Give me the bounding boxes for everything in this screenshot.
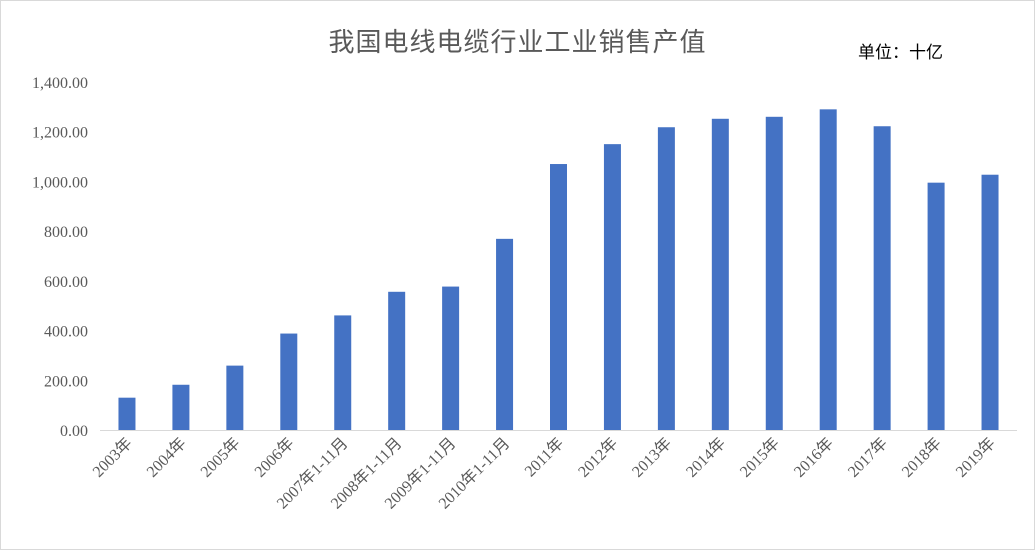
bar	[711, 118, 729, 430]
x-tick-label: 2017年	[844, 434, 891, 481]
y-tick-label: 1,400.00	[32, 75, 88, 92]
x-tick-label: 2019年	[952, 434, 999, 481]
x-tick-label: 2014年	[682, 434, 729, 481]
x-tick-label: 2016年	[790, 434, 837, 481]
bar	[388, 291, 406, 430]
y-tick-label: 1,200.00	[32, 125, 88, 142]
bar	[550, 164, 567, 430]
unit-label: 单位：十亿	[858, 43, 943, 63]
y-tick-label: 1,000.00	[32, 174, 88, 191]
x-tick-label: 2011年	[521, 434, 567, 480]
bar	[496, 238, 514, 430]
y-tick-label: 200.00	[44, 373, 88, 390]
bar	[334, 315, 352, 430]
x-tick-label: 2012年	[575, 434, 622, 481]
bar	[927, 182, 945, 430]
x-tick-label: 2015年	[736, 434, 783, 481]
bar	[657, 127, 675, 431]
bar	[819, 109, 837, 430]
y-tick-label: 0.00	[60, 423, 88, 440]
bar	[603, 144, 621, 430]
y-axis: 0.00 200.00 400.00 600.00 800.00 1,000.00 1,20…	[32, 75, 88, 440]
bar	[981, 174, 999, 430]
bar	[226, 365, 244, 430]
bar	[765, 116, 783, 431]
y-tick-label: 800.00	[44, 224, 88, 241]
x-axis: 2003年 2004年 2005年 2006年2007年1-11月2008年1-11月…	[89, 430, 1017, 512]
bar	[172, 384, 190, 430]
y-tick-label: 600.00	[44, 274, 88, 291]
x-tick-label: 2013年	[629, 434, 676, 481]
bar	[118, 397, 136, 430]
bars-group	[118, 109, 999, 431]
bar	[280, 333, 298, 430]
bar	[442, 286, 460, 430]
x-tick-label: 2018年	[898, 434, 945, 481]
bar	[873, 126, 891, 430]
x-tick-label: 2005年	[197, 434, 244, 481]
y-tick-label: 400.00	[44, 324, 88, 341]
x-tick-label: 2006年	[251, 434, 298, 481]
chart-title: 我国电线电缆行业工业销售产值	[328, 28, 707, 58]
x-tick-label: 2003年	[89, 434, 136, 481]
x-tick-label: 2004年	[143, 434, 190, 481]
